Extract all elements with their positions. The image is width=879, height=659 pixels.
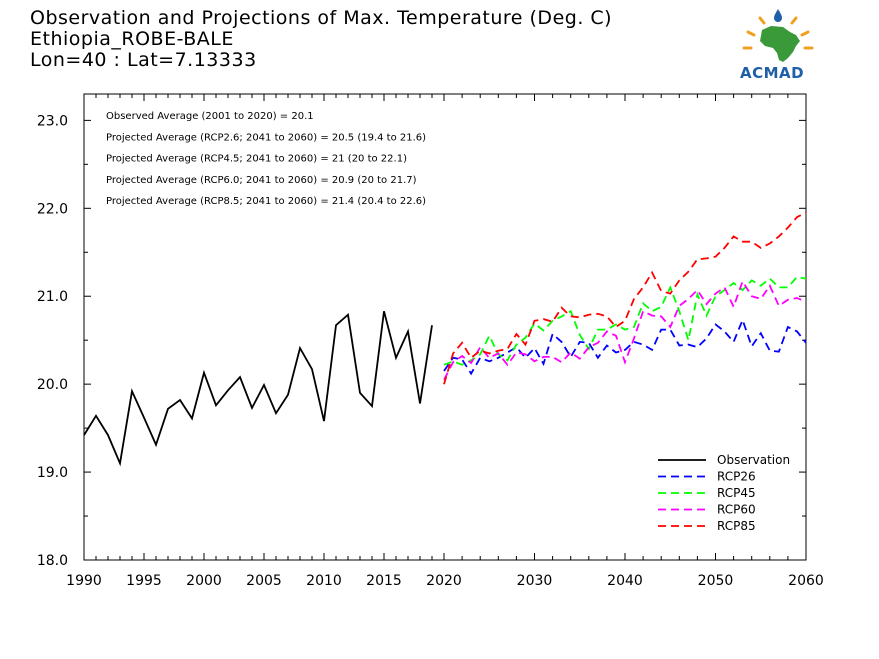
annotation-line: Projected Average (RCP4.5; 2041 to 2060)…: [106, 154, 407, 165]
x-tick-label: 2005: [246, 573, 282, 589]
x-tick-label: 1990: [66, 573, 102, 589]
station-name: Ethiopia_ROBE-BALE: [30, 28, 234, 50]
x-axis: 1990 1995 2000 2005 2010 2015 2020 2030 2040 2050…: [66, 94, 824, 589]
raindrop-icon: [774, 9, 782, 22]
title-block: Observation and Projections of Max. Temp…: [30, 8, 612, 71]
y-tick-label: 22.0: [37, 201, 68, 217]
y-tick-label: 19.0: [37, 465, 68, 481]
x-tick-label: 2040: [607, 573, 643, 589]
annotations: Observed Average (2001 to 2020) = 20.1 Pr…: [106, 111, 426, 207]
x-tick-label: 2060: [788, 573, 824, 589]
x-tick-label: 2050: [698, 573, 734, 589]
y-tick-label: 20.0: [37, 377, 68, 393]
x-tick-label: 2010: [306, 573, 342, 589]
annotation-line: Projected Average (RCP2.6; 2041 to 2060)…: [106, 132, 426, 143]
y-tick-label: 21.0: [37, 289, 68, 305]
logo-text: ACMAD: [740, 64, 805, 82]
annotation-line: Projected Average (RCP8.5; 2041 to 2060)…: [106, 196, 426, 207]
series-layer: [83, 211, 807, 467]
plot-frame: [83, 93, 807, 561]
series-line-observation: [83, 310, 433, 467]
x-tick-label: 2015: [366, 573, 402, 589]
legend-label-rcp45: RCP45: [717, 486, 756, 500]
plot-border: [83, 93, 807, 561]
y-axis: 18.0 19.0 20.0 21.0 22.0 23.0: [37, 113, 806, 569]
annotation-line: Observed Average (2001 to 2020) = 20.1: [106, 111, 314, 122]
y-tick-label: 23.0: [37, 113, 68, 129]
y-tick-label: 18.0: [37, 553, 68, 569]
x-tick-label: 2000: [186, 573, 222, 589]
station-coords: Lon=40 : Lat=7.13333: [30, 49, 257, 71]
series-line-rcp60: [443, 279, 807, 381]
x-tick-label: 1995: [126, 573, 162, 589]
acmad-logo: [742, 9, 814, 62]
chart-title: Observation and Projections of Max. Temp…: [30, 7, 613, 29]
africa-map-icon: [760, 26, 800, 62]
series-line-rcp26: [443, 317, 807, 376]
legend-label-rcp85: RCP85: [717, 519, 756, 533]
legend: Observation RCP26 RCP45 RCP60 RCP85: [658, 453, 790, 533]
legend-label-rcp26: RCP26: [717, 470, 756, 484]
annotation-line: Projected Average (RCP6.0; 2041 to 2060)…: [106, 175, 417, 186]
legend-label-rcp60: RCP60: [717, 503, 756, 517]
x-tick-label: 2030: [517, 573, 553, 589]
legend-label-observation: Observation: [717, 453, 790, 467]
series-line-rcp85: [443, 211, 807, 385]
x-tick-label: 2020: [426, 573, 462, 589]
